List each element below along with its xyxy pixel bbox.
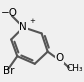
Text: +: + [29, 18, 35, 24]
Text: Br: Br [3, 66, 14, 76]
Text: CH₃: CH₃ [67, 64, 83, 73]
Text: −O: −O [0, 8, 17, 18]
Text: O: O [55, 53, 64, 63]
Text: N: N [19, 22, 27, 32]
